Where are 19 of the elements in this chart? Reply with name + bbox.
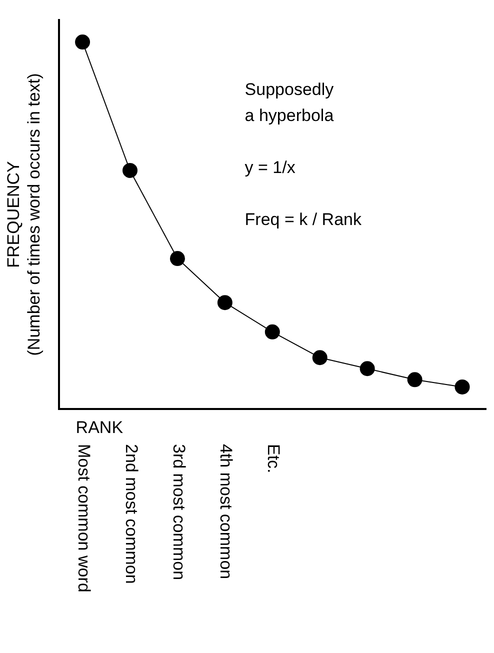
point <box>454 379 470 394</box>
x-tick-label: 2nd most common <box>122 444 141 584</box>
x-axis-title: RANK <box>76 418 124 438</box>
x-tick-label: Most common word <box>74 444 94 592</box>
annotation: y = 1/x <box>244 158 296 178</box>
point <box>75 34 90 50</box>
annotation: Supposedly a hyperbola <box>244 80 334 126</box>
point <box>170 251 185 266</box>
point <box>122 162 138 178</box>
x-tick-label: 4th most common <box>216 444 236 580</box>
x-tick-label: Etc. <box>264 444 284 474</box>
point <box>407 372 422 388</box>
annotation: Freq = k / Rank <box>244 210 362 230</box>
point <box>264 324 280 340</box>
point <box>360 361 375 376</box>
x-tick-label: 3rd most common <box>169 444 188 580</box>
y-axis-title: FREQUENCY (Number of times word occurs in text) <box>4 73 44 356</box>
point <box>312 350 328 366</box>
point <box>217 295 232 310</box>
